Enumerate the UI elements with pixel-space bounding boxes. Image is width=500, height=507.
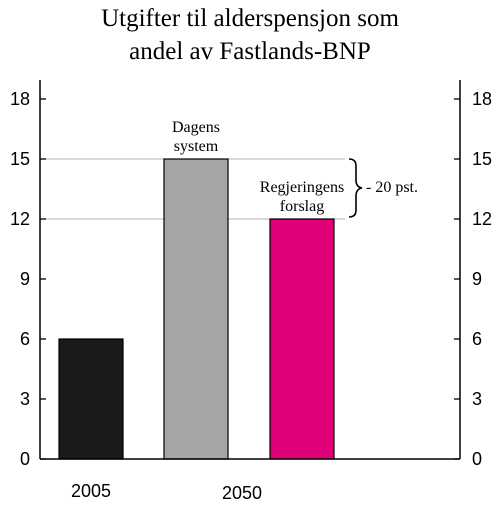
y-tick-label-left: 15 bbox=[10, 149, 30, 169]
y-tick-label-right: 9 bbox=[472, 269, 482, 289]
chart-title-line-2: andel av Fastlands-BNP bbox=[129, 38, 371, 65]
bar bbox=[269, 218, 335, 460]
chart-title-line-1: Utgifter til alderspensjon som bbox=[101, 5, 399, 32]
y-tick-label-right: 18 bbox=[472, 89, 492, 109]
y-ticks: 0 0 3 3 6 6 9 9 12 12 15 15 18 18 bbox=[10, 89, 492, 469]
chart-title: Utgifter til alderspensjon som andel av … bbox=[0, 2, 500, 68]
bar-label: system bbox=[174, 138, 219, 155]
bar-label: forslag bbox=[280, 198, 324, 215]
y-tick-label-right: 12 bbox=[472, 209, 492, 229]
bar-labels: Dagens system Regjeringens forslag bbox=[172, 119, 344, 215]
bar bbox=[58, 338, 124, 460]
y-tick-label-right: 6 bbox=[472, 329, 482, 349]
y-tick-label-right: 0 bbox=[472, 449, 482, 469]
bracket-icon bbox=[348, 158, 363, 218]
y-tick-label-left: 0 bbox=[20, 449, 30, 469]
bar-label: Regjeringens bbox=[260, 179, 344, 196]
y-tick-label-left: 18 bbox=[10, 89, 30, 109]
bars-group bbox=[58, 158, 335, 460]
bar-label: Dagens bbox=[172, 119, 220, 136]
y-tick-label-right: 3 bbox=[472, 389, 482, 409]
x-category-labels: 2005 2050 bbox=[71, 481, 262, 503]
bracket-annotation-group: - 20 pst. bbox=[348, 158, 418, 218]
y-tick-label-left: 9 bbox=[20, 269, 30, 289]
y-tick-label-left: 3 bbox=[20, 389, 30, 409]
y-tick-label-left: 6 bbox=[20, 329, 30, 349]
y-tick-label-right: 15 bbox=[472, 149, 492, 169]
y-tick-label-left: 12 bbox=[10, 209, 30, 229]
x-label-2050: 2050 bbox=[222, 483, 262, 503]
bracket-annotation-label: - 20 pst. bbox=[366, 179, 418, 196]
axes bbox=[39, 80, 461, 460]
x-label-2005: 2005 bbox=[71, 481, 111, 501]
bar bbox=[163, 158, 229, 460]
